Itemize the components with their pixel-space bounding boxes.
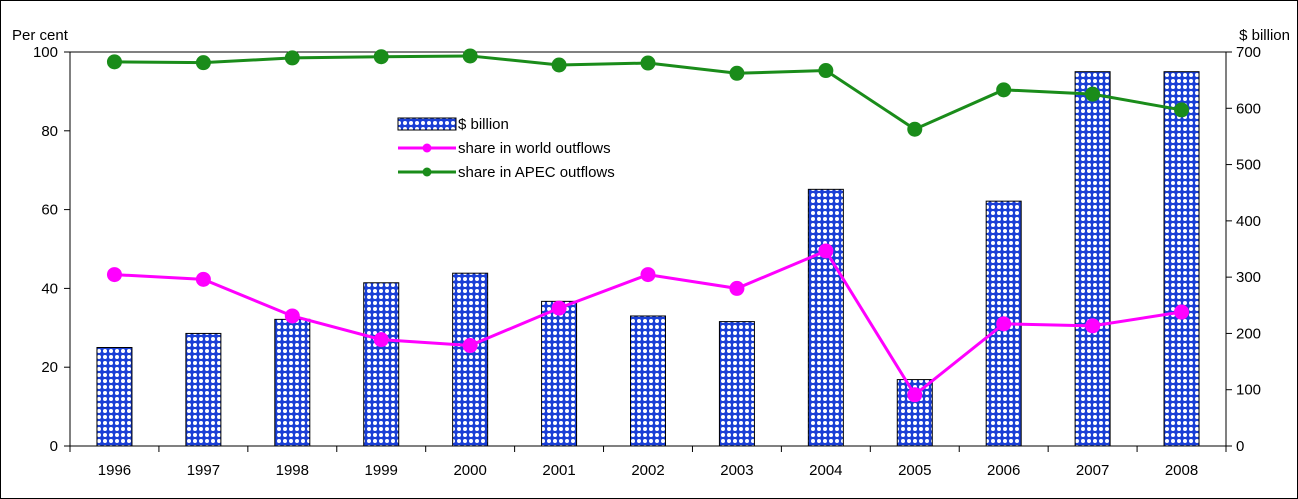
right-axis-tick-label: 700	[1236, 44, 1261, 61]
point-apec	[818, 63, 834, 79]
bar-billion	[541, 300, 578, 447]
point-world	[907, 387, 923, 403]
point-apec	[907, 121, 923, 137]
right-axis-tick-label: 600	[1236, 100, 1261, 117]
x-axis-tick-label: 1998	[276, 462, 309, 479]
bar-billion	[1074, 71, 1111, 447]
legend-label: share in world outflows	[458, 140, 611, 157]
x-axis-tick-label: 2001	[542, 462, 575, 479]
point-world	[106, 267, 122, 283]
x-axis-tick-label: 1997	[187, 462, 220, 479]
bar-billion	[363, 282, 400, 447]
point-apec	[373, 49, 389, 65]
point-world	[373, 332, 389, 348]
bar-billion	[274, 318, 311, 447]
right-axis-tick-label: 500	[1236, 157, 1261, 174]
point-world	[462, 338, 478, 354]
legend-label: share in APEC outflows	[458, 164, 615, 181]
point-world	[729, 280, 745, 296]
right-axis-tick-label: 200	[1236, 325, 1261, 342]
bar-billion	[96, 347, 133, 447]
point-world	[640, 267, 656, 283]
x-axis-tick-label: 2002	[631, 462, 664, 479]
point-apec	[1085, 86, 1101, 102]
bar-billion	[185, 332, 222, 447]
point-apec	[106, 54, 122, 70]
point-world	[551, 300, 567, 316]
right-axis-title: $ billion	[1239, 27, 1290, 44]
left-axis-tick-label: 40	[41, 280, 58, 297]
point-world	[996, 316, 1012, 332]
left-axis-tick-label: 80	[41, 123, 58, 140]
x-axis-tick-label: 2006	[987, 462, 1020, 479]
legend-label: $ billion	[458, 116, 509, 133]
legend-marker-world	[422, 143, 432, 153]
legend-swatch-billion	[397, 117, 457, 131]
left-axis-tick-label: 60	[41, 202, 58, 219]
x-axis-tick-label: 2007	[1076, 462, 1109, 479]
left-axis-tick-label: 20	[41, 359, 58, 376]
point-apec	[996, 82, 1012, 98]
point-world	[1085, 318, 1101, 334]
point-world	[284, 308, 300, 324]
point-apec	[195, 55, 211, 71]
point-world	[195, 271, 211, 287]
bar-billion	[718, 321, 755, 447]
right-axis-tick-label: 100	[1236, 382, 1261, 399]
x-axis-tick-label: 2000	[453, 462, 486, 479]
x-axis-tick-label: 1999	[365, 462, 398, 479]
left-axis-tick-label: 100	[33, 44, 58, 61]
bar-billion	[807, 188, 844, 447]
point-apec	[1174, 102, 1190, 118]
x-axis-tick-label: 2008	[1165, 462, 1198, 479]
right-axis-tick-label: 300	[1236, 269, 1261, 286]
point-apec	[551, 57, 567, 73]
point-apec	[729, 65, 745, 81]
point-apec	[462, 48, 478, 64]
point-apec	[640, 55, 656, 71]
left-axis-tick-label: 0	[50, 438, 58, 455]
x-axis-tick-label: 1996	[98, 462, 131, 479]
right-axis-tick-label: 400	[1236, 213, 1261, 230]
legend: $ billion share in world outflows share in…	[397, 116, 615, 181]
right-axis-tick-label: 0	[1236, 438, 1244, 455]
left-axis-title: Per cent	[12, 27, 69, 44]
legend-marker-apec	[422, 167, 432, 177]
x-axis-tick-label: 2004	[809, 462, 842, 479]
x-axis-tick-label: 2003	[720, 462, 753, 479]
bar-billion	[630, 315, 666, 447]
point-world	[1174, 304, 1190, 320]
bar-billion	[1163, 71, 1200, 447]
point-world	[818, 243, 834, 259]
bar-billion	[452, 272, 489, 447]
x-axis-tick-label: 2005	[898, 462, 931, 479]
point-apec	[284, 50, 300, 66]
